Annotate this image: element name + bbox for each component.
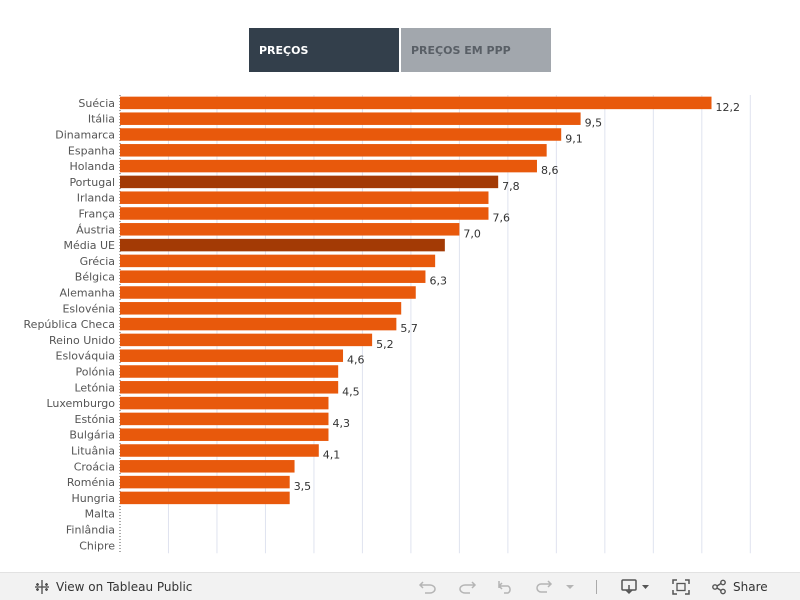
fullscreen-icon[interactable] — [671, 578, 691, 596]
category-label: Polónia — [75, 366, 115, 379]
value-label: 6,3 — [429, 275, 447, 288]
category-label: Reino Unido — [49, 334, 115, 347]
category-label: Holanda — [70, 160, 116, 173]
value-label: 4,1 — [323, 449, 341, 462]
value-label: 5,7 — [400, 322, 418, 335]
value-label: 9,1 — [565, 133, 583, 146]
value-label: 7,0 — [463, 227, 481, 240]
value-label: 12,2 — [716, 101, 741, 114]
category-label: Malta — [85, 508, 115, 521]
tableau-logo-icon — [35, 580, 49, 594]
category-label: Grécia — [80, 255, 115, 268]
bars — [120, 96, 712, 505]
value-label: 7,6 — [492, 212, 510, 225]
value-label: 3,5 — [294, 480, 312, 493]
bar[interactable] — [120, 159, 537, 173]
revert-icon[interactable] — [496, 578, 516, 596]
bar[interactable] — [120, 144, 547, 157]
tableau-footer: View on Tableau Public Share — [0, 572, 800, 600]
bar[interactable] — [120, 302, 402, 315]
bar[interactable] — [120, 175, 499, 189]
bar[interactable] — [120, 191, 489, 204]
bar[interactable] — [120, 207, 489, 220]
category-label: Finlândia — [66, 524, 115, 537]
bar[interactable] — [120, 223, 460, 236]
bar[interactable] — [120, 128, 562, 141]
bar[interactable] — [120, 112, 581, 125]
category-label: Estónia — [75, 413, 116, 426]
category-label: Alemanha — [60, 287, 116, 300]
bar[interactable] — [120, 238, 445, 252]
value-label: 8,6 — [541, 164, 559, 177]
category-label: Letónia — [74, 381, 115, 394]
download-icon[interactable] — [620, 578, 652, 596]
bar[interactable] — [120, 444, 319, 457]
bar[interactable] — [120, 491, 290, 505]
bar[interactable] — [120, 381, 339, 394]
category-label: Bélgica — [75, 271, 115, 284]
share-icon — [712, 579, 726, 595]
category-label: Roménia — [67, 476, 115, 489]
bar[interactable] — [120, 412, 329, 426]
value-label: 5,2 — [376, 338, 394, 351]
category-label: Suécia — [78, 97, 115, 110]
bar[interactable] — [120, 349, 344, 362]
bar[interactable] — [120, 96, 712, 110]
bar[interactable] — [120, 396, 329, 410]
value-label: 7,8 — [502, 180, 520, 193]
share-button[interactable]: Share — [711, 579, 768, 595]
bar[interactable] — [120, 254, 436, 268]
category-label: Dinamarca — [55, 129, 115, 142]
tab-precos-ppp[interactable]: PREÇOS EM PPP — [401, 28, 551, 72]
toolbar-separator — [596, 580, 597, 594]
category-label: Chipre — [79, 539, 115, 552]
category-label: Irlanda — [77, 192, 115, 205]
bar[interactable] — [120, 286, 416, 299]
value-label: 9,5 — [585, 117, 603, 130]
category-label: Bulgária — [69, 429, 115, 442]
view-on-tableau-label: View on Tableau Public — [56, 580, 193, 594]
category-label: Áustria — [76, 223, 115, 236]
share-label: Share — [733, 580, 768, 594]
category-label: Eslováquia — [56, 350, 115, 363]
undo-icon[interactable] — [418, 578, 438, 596]
bar[interactable] — [120, 317, 397, 331]
category-label: Lituânia — [71, 445, 115, 458]
value-label: 4,3 — [332, 417, 350, 430]
bar[interactable] — [120, 270, 426, 283]
refresh-icon[interactable] — [534, 578, 554, 596]
view-on-tableau-link[interactable]: View on Tableau Public — [34, 579, 192, 595]
tab-bar: PREÇOS PREÇOS EM PPP — [249, 28, 551, 72]
bar[interactable] — [120, 460, 295, 473]
tab-precos[interactable]: PREÇOS — [249, 28, 399, 72]
category-label: Eslovénia — [62, 302, 115, 315]
bar[interactable] — [120, 428, 329, 441]
labels: Suécia 12,2 Itália 9,5 Dinamarca 9,1 Espanha Ho… — [24, 97, 740, 552]
category-label: Croácia — [74, 460, 115, 473]
redo-icon[interactable] — [457, 578, 477, 596]
bar[interactable] — [120, 475, 290, 489]
chevron-down-icon[interactable] — [565, 583, 575, 591]
bar[interactable] — [120, 365, 339, 378]
category-label: França — [78, 208, 115, 221]
category-label: Espanha — [68, 144, 115, 157]
category-label: Média UE — [63, 239, 115, 252]
category-label: Portugal — [69, 176, 115, 189]
bar-chart: Suécia 12,2 Itália 9,5 Dinamarca 9,1 Espanha Ho… — [24, 95, 751, 554]
category-label: Hungria — [71, 492, 115, 505]
category-label: Itália — [88, 113, 115, 126]
bar[interactable] — [120, 333, 373, 347]
value-label: 4,5 — [342, 385, 360, 398]
value-label: 4,6 — [347, 354, 365, 367]
category-label: República Checa — [24, 318, 115, 331]
category-label: Luxemburgo — [46, 397, 115, 410]
